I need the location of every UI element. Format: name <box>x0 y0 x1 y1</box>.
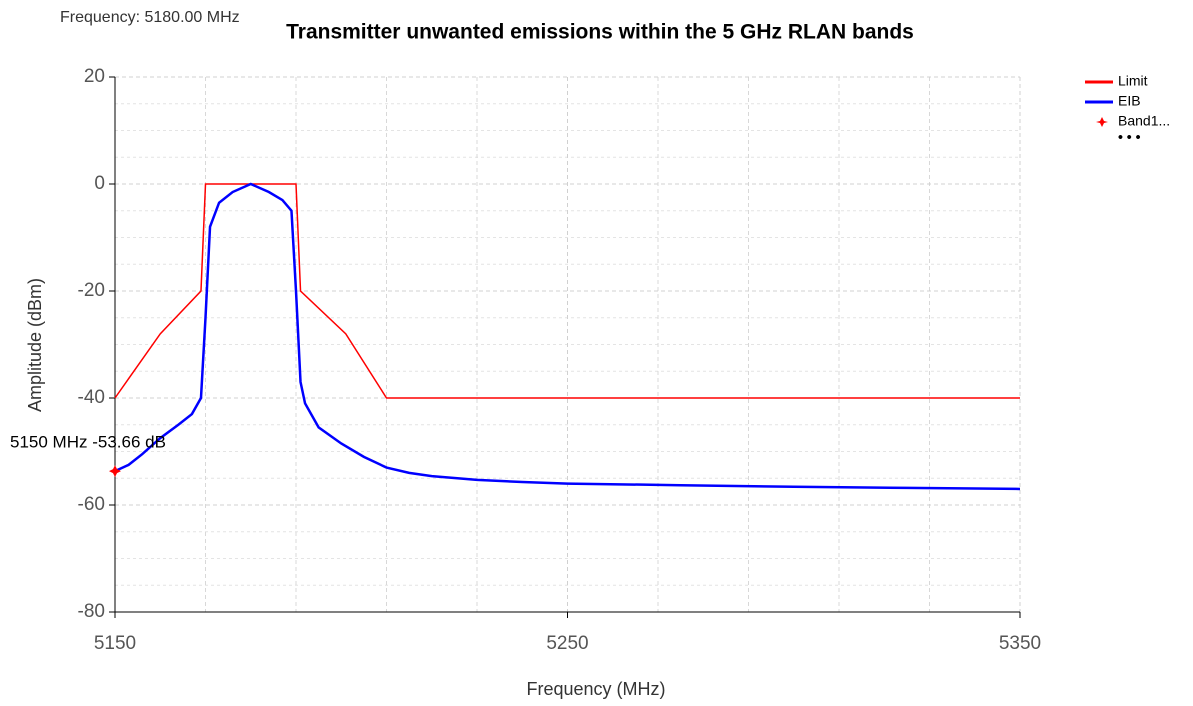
legend-more: • • • <box>1118 129 1141 145</box>
y-tick-label: -40 <box>78 387 105 408</box>
y-tick-label: 20 <box>84 66 105 87</box>
legend-label: Limit <box>1118 73 1148 89</box>
legend-label: EIB <box>1118 93 1141 109</box>
marker <box>109 465 121 478</box>
status-text: Frequency: 5180.00 MHz <box>60 9 240 26</box>
series-line <box>114 183 1020 399</box>
y-tick-label: -20 <box>78 280 105 301</box>
legend-label: Band1... <box>1118 113 1170 129</box>
x-tick-label: 5250 <box>546 633 588 654</box>
chart-title: Transmitter unwanted emissions within th… <box>286 21 914 44</box>
y-tick-label: -80 <box>78 601 105 622</box>
y-tick-label: -60 <box>78 494 105 515</box>
marker-label: 5150 MHz -53.66 dB <box>10 433 166 452</box>
legend-marker <box>1096 117 1108 127</box>
x-tick-label: 5150 <box>94 633 136 654</box>
x-tick-label: 5350 <box>999 633 1041 654</box>
x-axis-label: Frequency (MHz) <box>526 679 665 699</box>
series-line <box>114 182 1021 491</box>
y-tick-label: 0 <box>94 173 105 194</box>
y-axis-label: Amplitude (dBm) <box>25 278 45 412</box>
